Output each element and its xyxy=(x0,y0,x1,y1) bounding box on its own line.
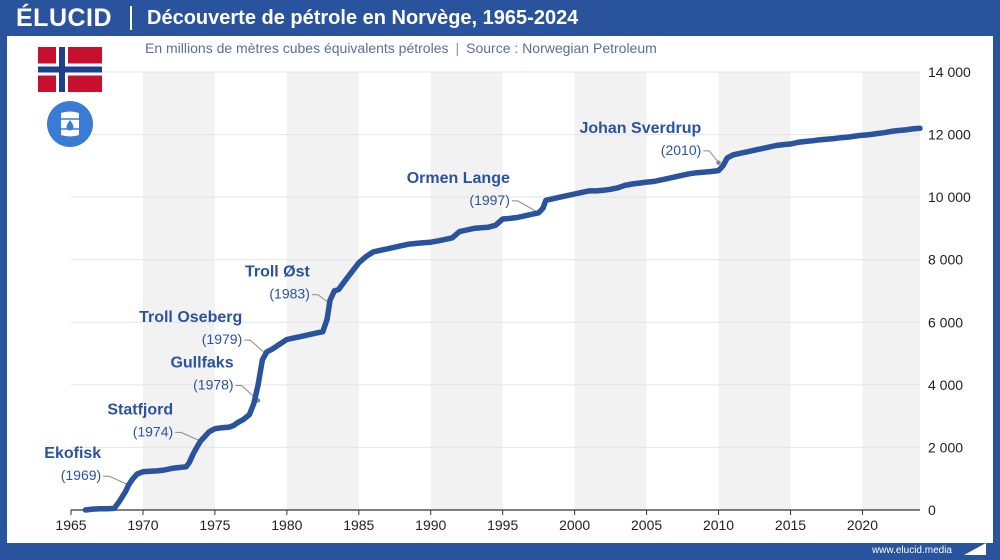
annotation-name-0: Ekofisk xyxy=(44,445,101,462)
source-label: Source : Norwegian Petroleum xyxy=(466,40,657,56)
units-label: En millions de mètres cubes équivalents … xyxy=(145,40,449,56)
footer-url: www.elucid.media xyxy=(871,545,952,556)
x-tick-label: 2005 xyxy=(631,517,662,533)
annotation-leader-6 xyxy=(703,150,719,164)
shaded-band-1 xyxy=(286,72,359,510)
x-tick-label: 1995 xyxy=(487,517,518,533)
shaded-band-2 xyxy=(430,72,503,510)
annotation-dot-6 xyxy=(716,160,721,165)
chart-title: Découverte de pétrole en Norvège, 1965-2… xyxy=(147,7,579,29)
x-tick-label: 2010 xyxy=(703,517,734,533)
annotation-leader-3 xyxy=(244,339,266,354)
norway-flag-icon xyxy=(38,47,102,92)
x-tick-label: 2000 xyxy=(559,517,590,533)
y-tick-label: 12 000 xyxy=(928,127,971,143)
shaded-band-4 xyxy=(718,72,791,510)
y-tick-label: 4 000 xyxy=(928,377,963,393)
x-tick-label: 1970 xyxy=(127,517,158,533)
chart-panel: 0 2 000 4 000 6 000 8 000 10 000 12 000 14 000 1… xyxy=(7,36,993,543)
x-tick-label: 1980 xyxy=(271,517,302,533)
x-tick-label: 1985 xyxy=(343,517,374,533)
annotation-name-3: Troll Oseberg xyxy=(139,309,242,326)
annotation-year-2: (1978) xyxy=(193,376,233,392)
series-line xyxy=(82,125,923,513)
y-tick-label: 8 000 xyxy=(928,252,963,268)
y-tick-label: 0 xyxy=(928,502,936,518)
annotation-year-1: (1974) xyxy=(133,423,173,439)
annotation-year-4: (1983) xyxy=(269,286,309,302)
annotation-name-5: Ormen Lange xyxy=(407,170,510,187)
annotation-leader-5 xyxy=(511,200,539,214)
header-bar: ÉLUCID Découverte de pétrole en Norvège,… xyxy=(0,0,1000,36)
shaded-band-0 xyxy=(142,72,215,510)
y-tick-label: 2 000 xyxy=(928,439,963,455)
x-tick-label: 1975 xyxy=(199,517,230,533)
annotation-year-3: (1979) xyxy=(202,331,242,347)
shaded-band-5 xyxy=(862,72,920,510)
y-tick-label: 6 000 xyxy=(928,314,963,330)
annotation-name-4: Troll Øst xyxy=(245,264,311,281)
annotation-year-0: (1969) xyxy=(61,467,101,483)
annotation-leader-2 xyxy=(235,384,259,401)
subtitle-separator: | xyxy=(455,40,460,56)
x-tick-label: 2015 xyxy=(775,517,806,533)
annotation-year-6: (2010) xyxy=(661,142,701,158)
chart-canvas: 0 2 000 4 000 6 000 8 000 10 000 12 000 14 000 1… xyxy=(44,64,971,533)
header-divider xyxy=(130,6,132,30)
annotation-leader-1 xyxy=(175,431,201,442)
oil-barrel-icon xyxy=(47,101,93,147)
shaded-band-3 xyxy=(574,72,647,510)
annotation-leader-0 xyxy=(103,475,129,486)
elucid-logo: ÉLUCID xyxy=(16,4,113,32)
annotation-leader-4 xyxy=(311,294,331,304)
y-tick-label: 14 000 xyxy=(928,64,971,80)
x-tick-label: 1990 xyxy=(415,517,446,533)
chart-subtitle: En millions de mètres cubes équivalents … xyxy=(145,40,657,56)
annotation-name-2: Gullfaks xyxy=(170,354,233,371)
annotation-year-5: (1997) xyxy=(469,192,509,208)
annotation-name-1: Statfjord xyxy=(107,401,173,418)
x-tick-label: 2020 xyxy=(847,517,878,533)
elucid-mark-icon xyxy=(964,543,986,555)
y-tick-label: 10 000 xyxy=(928,189,971,205)
x-tick-label: 1965 xyxy=(55,517,86,533)
annotation-name-6: Johan Sverdrup xyxy=(579,120,701,137)
